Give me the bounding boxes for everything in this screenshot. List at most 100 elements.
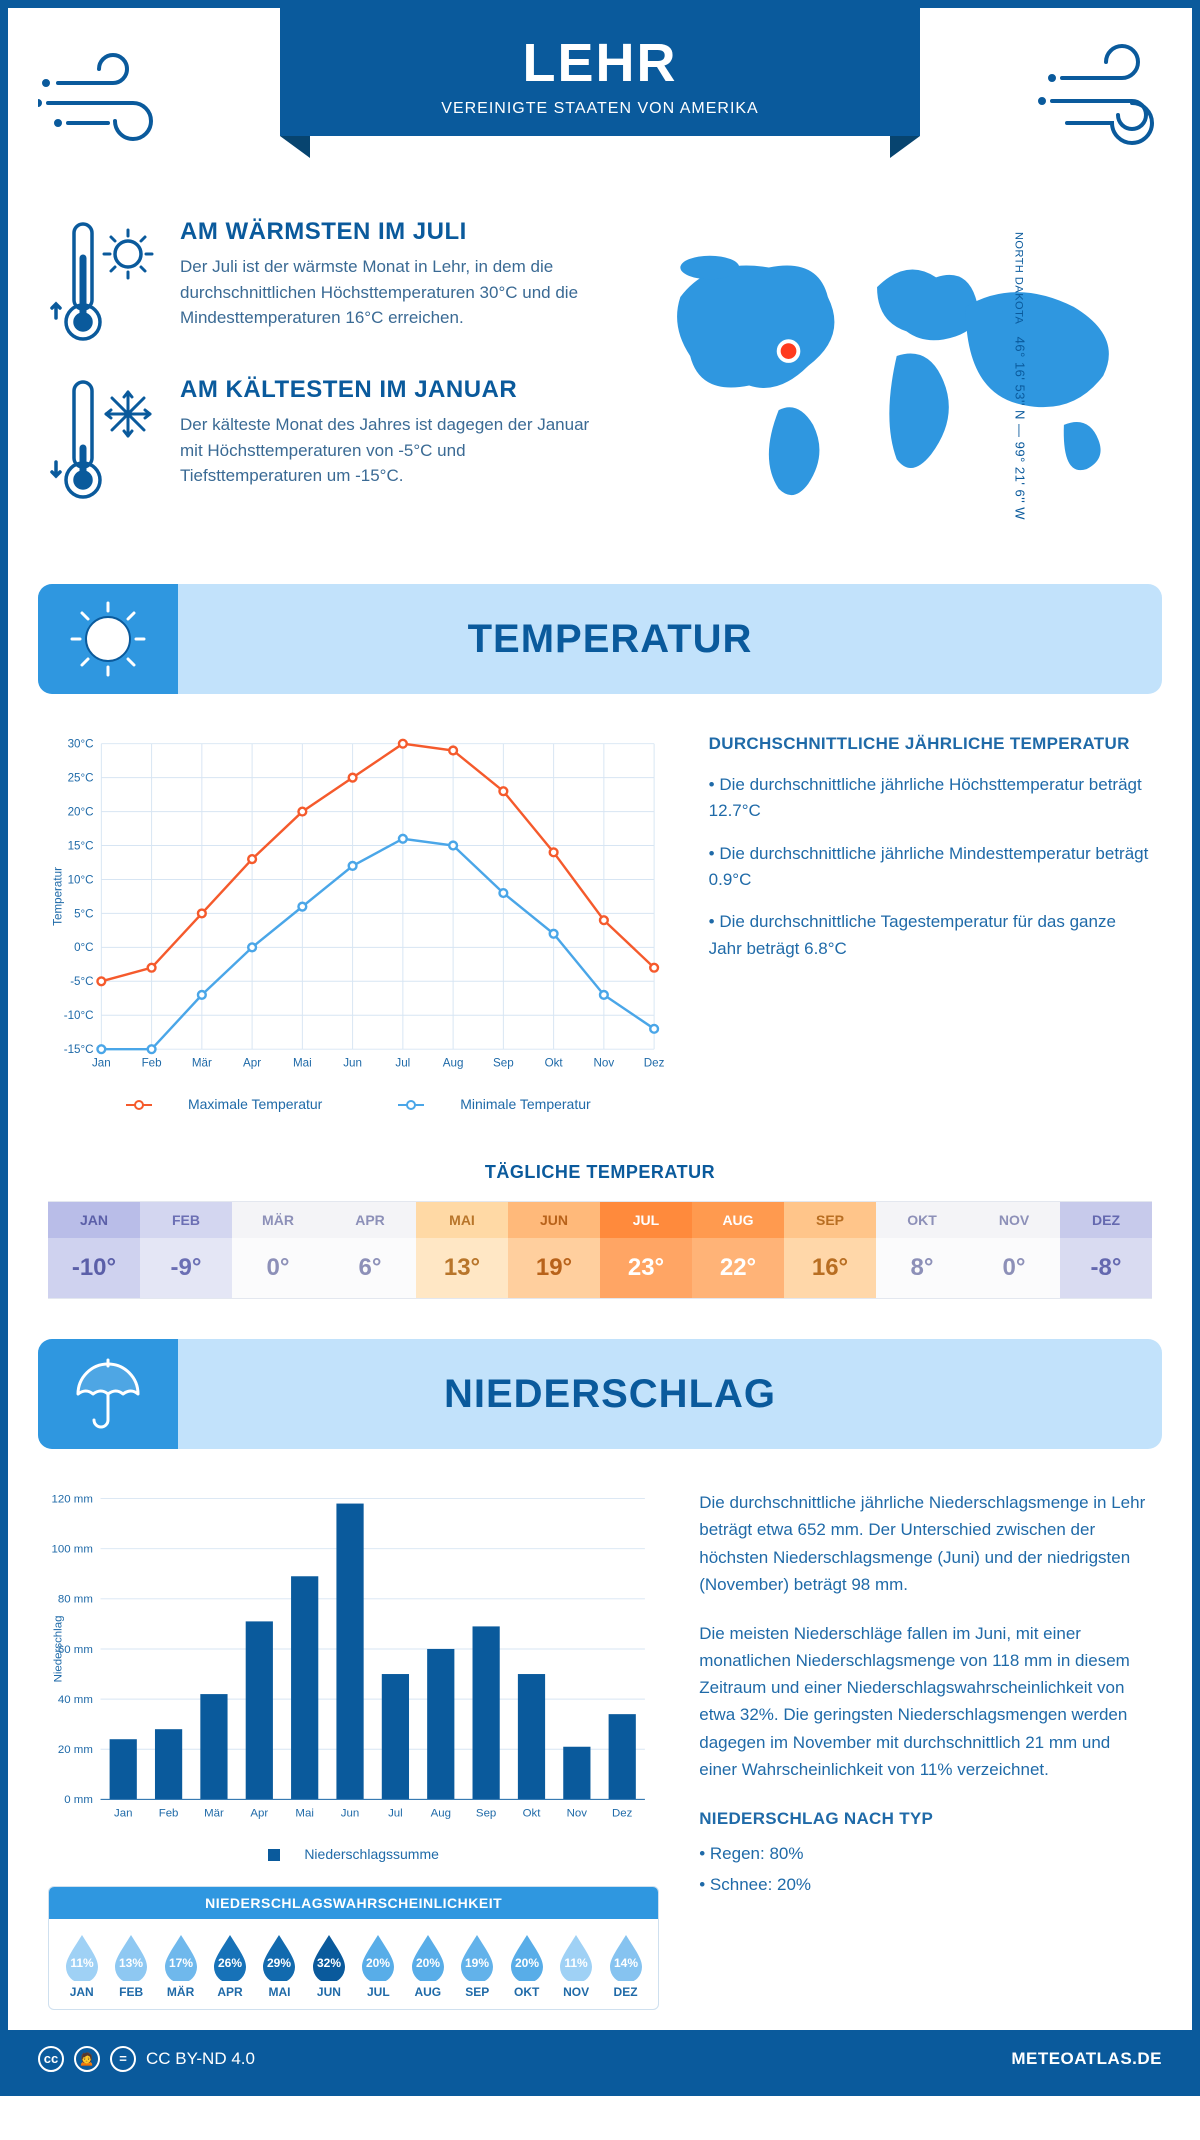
raindrop-icon: 19% <box>457 1933 497 1981</box>
precip-description: Die durchschnittliche jährliche Niedersc… <box>699 1489 1152 2010</box>
warmest-block: AM WÄRMSTEN IM JULI Der Juli ist der wär… <box>48 218 611 348</box>
svg-text:Okt: Okt <box>523 1808 542 1820</box>
summary-section: AM WÄRMSTEN IM JULI Der Juli ist der wär… <box>8 198 1192 564</box>
temperature-section-header: TEMPERATUR <box>38 584 1162 694</box>
daily-temp-cell: JAN -10° <box>48 1202 140 1298</box>
prob-cell: 20% AUG <box>403 1933 452 1999</box>
prob-cell: 13% FEB <box>106 1933 155 1999</box>
svg-text:100 mm: 100 mm <box>52 1544 93 1556</box>
wind-icon-right <box>1012 43 1162 163</box>
daily-temp-cell: JUN 19° <box>508 1202 600 1298</box>
world-map-container: NORTH DAKOTA 46° 16' 53'' N — 99° 21' 6'… <box>641 218 1152 534</box>
world-map-icon <box>641 238 1152 513</box>
daily-temp-cell: AUG 22° <box>692 1202 784 1298</box>
temperature-line-chart: -15°C-10°C-5°C0°C5°C10°C15°C20°C25°C30°C… <box>48 734 669 1112</box>
daily-temp-table: JAN -10° FEB -9° MÄR 0° APR 6° MAI 13° J… <box>48 1201 1152 1299</box>
precip-section-header: NIEDERSCHLAG <box>38 1339 1162 1449</box>
coldest-title: AM KÄLTESTEN IM JANUAR <box>180 376 611 404</box>
svg-text:Feb: Feb <box>142 1057 162 1070</box>
daily-temp-cell: APR 6° <box>324 1202 416 1298</box>
temperature-title: TEMPERATUR <box>178 617 1162 662</box>
svg-text:Apr: Apr <box>243 1057 261 1070</box>
wind-icon-left <box>38 43 188 163</box>
raindrop-icon: 11% <box>556 1933 596 1981</box>
svg-text:14%: 14% <box>614 1956 638 1970</box>
svg-text:80 mm: 80 mm <box>58 1594 93 1606</box>
prob-cell: 20% OKT <box>502 1933 551 1999</box>
raindrop-icon: 20% <box>358 1933 398 1981</box>
svg-text:Nov: Nov <box>567 1808 588 1820</box>
svg-text:13%: 13% <box>119 1956 143 1970</box>
svg-text:25°C: 25°C <box>68 772 94 785</box>
country-subtitle: VEREINIGTE STAATEN VON AMERIKA <box>280 100 920 118</box>
footer: cc 🙍 = CC BY-ND 4.0 METEOATLAS.DE <box>8 2030 1192 2088</box>
svg-text:20°C: 20°C <box>68 805 94 818</box>
svg-text:20%: 20% <box>515 1956 539 1970</box>
daily-temp-cell: OKT 8° <box>876 1202 968 1298</box>
license-text: CC BY-ND 4.0 <box>146 2049 255 2069</box>
sun-icon <box>68 599 148 679</box>
title-banner: LEHR VEREINIGTE STAATEN VON AMERIKA <box>280 8 920 136</box>
svg-text:Aug: Aug <box>431 1808 451 1820</box>
daily-temp-cell: FEB -9° <box>140 1202 232 1298</box>
daily-temp-cell: SEP 16° <box>784 1202 876 1298</box>
thermometer-hot-icon <box>48 218 158 348</box>
svg-text:11%: 11% <box>564 1956 588 1970</box>
prob-cell: 29% MAI <box>255 1933 304 1999</box>
svg-text:Mai: Mai <box>295 1808 313 1820</box>
daily-temp-title: TÄGLICHE TEMPERATUR <box>8 1162 1192 1183</box>
svg-text:Jun: Jun <box>343 1057 362 1070</box>
svg-text:20%: 20% <box>366 1956 390 1970</box>
svg-text:Sep: Sep <box>476 1808 496 1820</box>
svg-text:Dez: Dez <box>644 1057 665 1070</box>
svg-text:Jan: Jan <box>92 1057 111 1070</box>
svg-text:32%: 32% <box>317 1956 341 1970</box>
prob-cell: 17% MÄR <box>156 1933 205 1999</box>
precip-legend: Niederschlagssumme <box>48 1846 659 1862</box>
raindrop-icon: 17% <box>161 1933 201 1981</box>
raindrop-icon: 20% <box>408 1933 448 1981</box>
daily-temp-cell: MAI 13° <box>416 1202 508 1298</box>
svg-text:20 mm: 20 mm <box>58 1744 93 1756</box>
svg-text:Mai: Mai <box>293 1057 312 1070</box>
cc-icon: cc <box>38 2046 64 2072</box>
svg-text:Sep: Sep <box>493 1057 514 1070</box>
prob-cell: 26% APR <box>205 1933 254 1999</box>
svg-text:Mär: Mär <box>204 1808 224 1820</box>
prob-cell: 11% JAN <box>57 1933 106 1999</box>
svg-text:0 mm: 0 mm <box>64 1794 93 1806</box>
prob-cell: 19% SEP <box>453 1933 502 1999</box>
warmest-title: AM WÄRMSTEN IM JULI <box>180 218 611 246</box>
svg-text:40 mm: 40 mm <box>58 1694 93 1706</box>
raindrop-icon: 20% <box>507 1933 547 1981</box>
temperature-legend: Maximale Temperatur Minimale Temperatur <box>48 1096 669 1112</box>
header: LEHR VEREINIGTE STAATEN VON AMERIKA <box>8 8 1192 198</box>
nd-icon: = <box>110 2046 136 2072</box>
svg-text:Jan: Jan <box>114 1808 132 1820</box>
svg-text:30°C: 30°C <box>68 738 94 751</box>
infographic-frame: LEHR VEREINIGTE STAATEN VON AMERIKA <box>0 0 1200 2096</box>
svg-text:-5°C: -5°C <box>70 975 93 988</box>
prob-cell: 14% DEZ <box>601 1933 650 1999</box>
svg-text:Jun: Jun <box>341 1808 359 1820</box>
raindrop-icon: 32% <box>309 1933 349 1981</box>
svg-text:26%: 26% <box>218 1956 242 1970</box>
svg-text:17%: 17% <box>169 1956 193 1970</box>
daily-temp-cell: MÄR 0° <box>232 1202 324 1298</box>
svg-text:-10°C: -10°C <box>64 1009 94 1022</box>
svg-text:19%: 19% <box>465 1956 489 1970</box>
svg-text:Apr: Apr <box>250 1808 268 1820</box>
prob-cell: 11% NOV <box>551 1933 600 1999</box>
svg-text:Aug: Aug <box>443 1057 464 1070</box>
svg-text:Dez: Dez <box>612 1808 633 1820</box>
site-credit: METEOATLAS.DE <box>1011 2049 1162 2069</box>
coldest-block: AM KÄLTESTEN IM JANUAR Der kälteste Mona… <box>48 376 611 506</box>
raindrop-icon: 26% <box>210 1933 250 1981</box>
precip-probability-box: NIEDERSCHLAGSWAHRSCHEINLICHKEIT 11% JAN … <box>48 1886 659 2010</box>
location-marker-icon <box>778 342 798 362</box>
svg-text:120 mm: 120 mm <box>52 1493 93 1505</box>
prob-cell: 20% JUL <box>354 1933 403 1999</box>
raindrop-icon: 29% <box>259 1933 299 1981</box>
thermometer-cold-icon <box>48 376 158 506</box>
svg-text:Feb: Feb <box>159 1808 179 1820</box>
